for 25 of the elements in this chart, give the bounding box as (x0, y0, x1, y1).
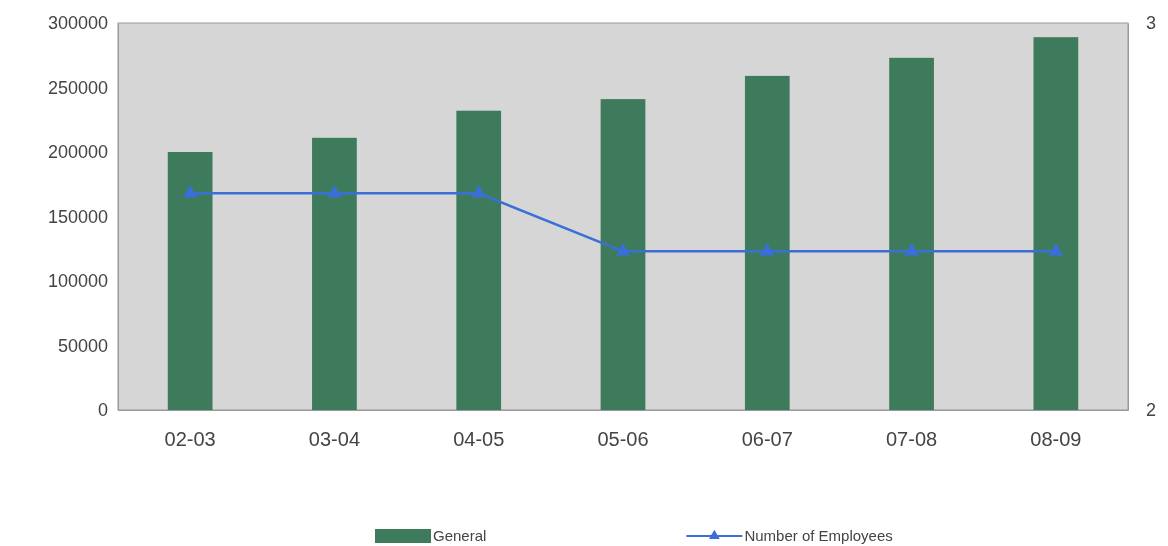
x-tick-label: 06-07 (741, 428, 793, 451)
bar (456, 110, 502, 410)
bar (312, 137, 357, 410)
x-tick-label: 05-06 (597, 428, 649, 451)
y-tick-label: 300000 (47, 13, 108, 34)
bar (744, 75, 790, 410)
bar (1033, 37, 1079, 410)
y2-tick-label: 3 (1146, 13, 1157, 34)
bar (600, 99, 646, 410)
y-tick-label: 150000 (47, 206, 108, 227)
y-tick-label: 100000 (47, 271, 108, 292)
y-tick-label: 250000 (47, 77, 108, 98)
bar (889, 57, 934, 410)
legend-label: General (433, 527, 487, 544)
legend-label: Number of Employees (744, 527, 893, 544)
y-tick-label: 0 (97, 400, 108, 421)
y-tick-label: 50000 (57, 335, 108, 356)
x-tick-label: 04-05 (453, 428, 505, 451)
x-tick-label: 07-08 (885, 428, 938, 451)
x-tick-label: 02-03 (164, 428, 216, 451)
x-tick-label: 08-09 (1030, 428, 1082, 451)
y-tick-label: 200000 (47, 142, 108, 163)
bar (167, 152, 213, 410)
x-tick-label: 03-04 (308, 428, 361, 451)
y2-tick-label: 2 (1146, 400, 1157, 421)
